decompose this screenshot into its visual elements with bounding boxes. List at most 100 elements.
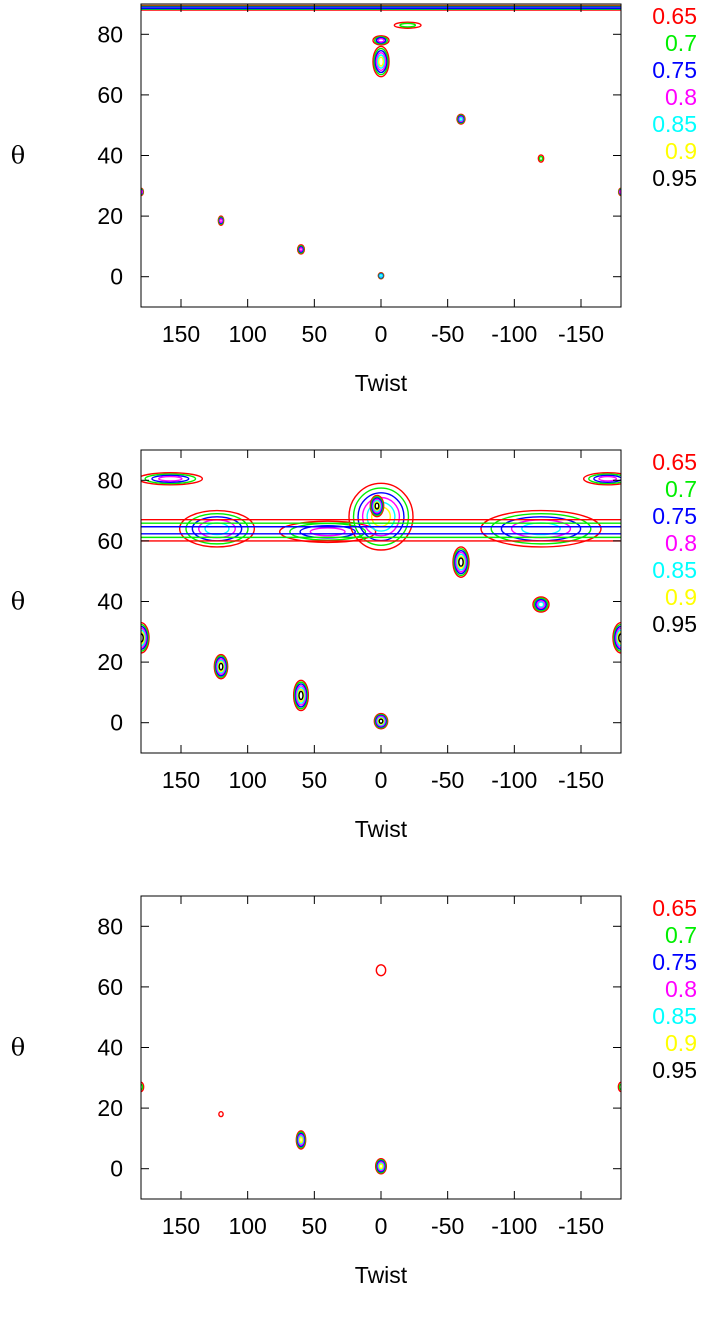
contour-0.65 — [582, 472, 621, 486]
y-tick-label: 20 — [97, 649, 123, 675]
y-axis-label: θ — [11, 588, 25, 616]
contour-0.65 — [348, 482, 414, 551]
contour-0.7 — [214, 655, 228, 678]
x-tick-label: -50 — [431, 1213, 464, 1239]
contour-0.85 — [456, 553, 466, 571]
contour-0.85 — [459, 116, 463, 122]
contour-0.75 — [376, 1160, 386, 1173]
x-axis-label: Twist — [355, 816, 408, 842]
contour-0.85 — [296, 686, 306, 704]
contour-0.7 — [453, 548, 469, 577]
contour-0.65 — [278, 520, 377, 544]
contour-0.65 — [537, 154, 545, 163]
contour-0.65 — [532, 596, 550, 613]
plot-svg-1: 150 100 50 0 -50 -100 -150020406080Twistθ0.650… — [11, 3, 697, 396]
x-axis-label: Twist — [355, 370, 408, 396]
contour-0.9 — [217, 661, 225, 673]
contour-0.7 — [533, 597, 549, 612]
contour-0.8 — [158, 475, 183, 482]
contour-0.7 — [293, 681, 309, 710]
x-tick-label: 150 — [162, 321, 200, 347]
x-tick-label: 100 — [228, 767, 266, 793]
contour-0.7 — [185, 512, 249, 545]
y-tick-label: 60 — [97, 82, 123, 108]
y-tick-label: 20 — [97, 203, 123, 229]
contour-0.65 — [141, 622, 150, 654]
contour-layer — [141, 472, 621, 730]
contour-0.65 — [612, 622, 621, 654]
contour-0.95 — [458, 557, 464, 567]
legend-entry: 0.95 — [652, 165, 697, 191]
contour-0.65 — [452, 546, 470, 578]
contour-0.9 — [457, 555, 465, 569]
contour-0.75 — [454, 549, 468, 575]
legend-entry: 0.95 — [652, 1057, 697, 1083]
y-tick-label: 80 — [97, 21, 123, 47]
plot-svg-3: 150 100 50 0 -50 -100 -150020406080Twistθ0.650… — [11, 895, 697, 1288]
contour-plot-2: 150 100 50 0 -50 -100 -150 0 20 40 60 80 Twist θ 0.65 0… — [0, 446, 702, 892]
contour-0.7 — [373, 47, 389, 76]
contour-0.7 — [370, 496, 384, 517]
x-tick-label: -50 — [431, 767, 464, 793]
contour-0.65 — [369, 494, 385, 518]
contour-0.75 — [215, 656, 227, 677]
legend-entry: 0.85 — [652, 557, 697, 583]
contour-0.75 — [375, 37, 387, 44]
contour-0.95 — [298, 690, 304, 701]
y-tick-label: 60 — [97, 528, 123, 554]
contour-layer — [141, 4, 621, 280]
contour-0.7 — [613, 623, 621, 652]
y-tick-label: 40 — [97, 1035, 123, 1061]
contour-0.75 — [151, 474, 190, 483]
legend-entry: 0.85 — [652, 1003, 697, 1029]
y-tick-label: 60 — [97, 974, 123, 1000]
contour-0.7 — [374, 36, 389, 45]
legend-entry: 0.65 — [652, 449, 697, 475]
legend-entry: 0.75 — [652, 949, 697, 975]
contour-0.85 — [379, 273, 383, 278]
contour-0.8 — [455, 551, 467, 573]
contour-0.7 — [144, 473, 197, 485]
contour-0.65 — [296, 244, 306, 255]
contour-0.65 — [375, 964, 387, 977]
contour-0.85 — [372, 499, 382, 513]
contour-0.8 — [295, 685, 307, 706]
x-tick-label: 0 — [375, 1213, 388, 1239]
contour-0.9 — [377, 717, 385, 725]
y-tick-label: 0 — [110, 710, 123, 736]
legend-entry: 0.9 — [665, 1030, 697, 1056]
x-tick-label: 100 — [228, 321, 266, 347]
contour-0.7 — [490, 512, 592, 545]
x-tick-label: 50 — [302, 321, 328, 347]
y-tick-label: 40 — [97, 589, 123, 615]
y-tick-label: 80 — [97, 467, 123, 493]
contour-0.85 — [141, 629, 146, 647]
x-tick-label: 150 — [162, 1213, 200, 1239]
x-tick-label: -150 — [558, 321, 604, 347]
x-axis-label: Twist — [355, 1262, 408, 1288]
contour-0.75 — [535, 598, 547, 611]
x-tick-label: 100 — [228, 1213, 266, 1239]
y-tick-label: 20 — [97, 1095, 123, 1121]
y-axis-label: θ — [11, 142, 25, 170]
x-tick-label: 0 — [375, 767, 388, 793]
contour-0.7 — [399, 22, 417, 28]
contour-0.85 — [216, 659, 226, 674]
contour-0.75 — [614, 625, 621, 651]
contour-0.85 — [521, 522, 561, 536]
contour-0.7 — [538, 155, 544, 162]
contour-0.65 — [374, 1158, 388, 1175]
contour-plot-1: 150 100 50 0 -50 -100 -150 0 20 40 60 80 Twist θ 0.65 0… — [0, 0, 702, 446]
contour-plot-3: 150 100 50 0 -50 -100 -150 0 20 40 60 80 Twist θ 0.65 0… — [0, 892, 702, 1338]
plot-frame — [140, 3, 622, 308]
contour-0.8 — [377, 38, 385, 43]
contour-0.85 — [376, 716, 386, 726]
contour-0.75 — [298, 246, 304, 253]
contour-0.95 — [141, 633, 144, 643]
contour-0.7 — [297, 245, 305, 254]
contour-0.8 — [375, 52, 387, 71]
legend-entry: 0.75 — [652, 57, 697, 83]
legend-entry: 0.8 — [665, 84, 697, 110]
legend-entry: 0.7 — [665, 922, 697, 948]
legend-entry: 0.7 — [665, 30, 697, 56]
